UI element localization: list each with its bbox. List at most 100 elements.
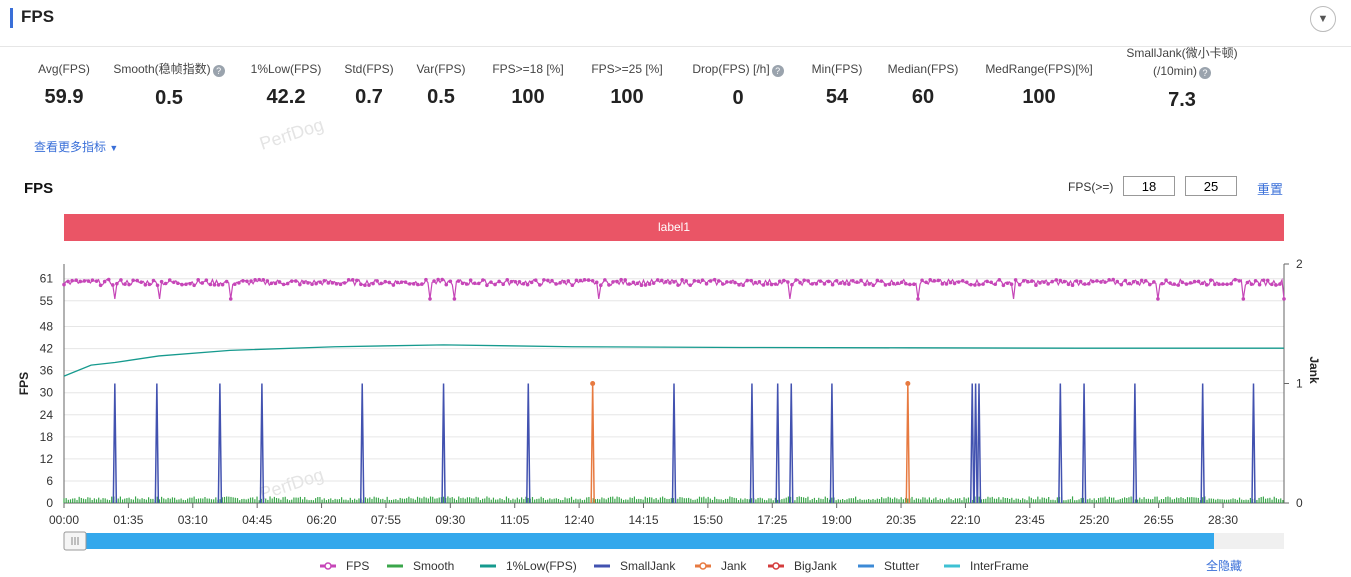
fps-point xyxy=(1196,279,1201,284)
chevron-down-icon: ▼ xyxy=(1317,13,1329,25)
legend-item[interactable]: Stutter xyxy=(858,559,919,573)
fps-point xyxy=(172,280,176,285)
metric-label: Min(FPS) xyxy=(811,62,863,76)
fps-point xyxy=(241,279,245,283)
fps-point xyxy=(379,281,384,286)
fps-point xyxy=(521,282,526,286)
x-tick-label: 20:35 xyxy=(886,513,916,527)
metric-label: Median(FPS) xyxy=(887,62,959,76)
fps-point xyxy=(452,297,457,301)
series-line-1pct-low xyxy=(63,344,1284,377)
fps-point xyxy=(1050,279,1054,284)
fps-point xyxy=(879,279,884,283)
fps-point xyxy=(680,278,684,282)
metric-value: 0.7 xyxy=(355,86,383,108)
x-tick-label: 11:05 xyxy=(500,513,529,527)
smalljank-spike xyxy=(671,383,677,504)
fps-point xyxy=(188,281,192,286)
fps-point xyxy=(318,280,323,284)
fps-point xyxy=(838,281,843,285)
label-bar[interactable]: label1 xyxy=(64,214,1284,241)
fps-point xyxy=(712,277,717,282)
fps-point xyxy=(867,282,871,286)
x-tick-label: 09:30 xyxy=(435,513,465,527)
y-tick-label: 55 xyxy=(40,294,54,308)
fps-threshold-input-2[interactable] xyxy=(1185,176,1237,196)
fps-point xyxy=(916,297,920,301)
fps-point xyxy=(611,280,615,284)
metric-value: 42.2 xyxy=(266,86,306,108)
fps-point xyxy=(407,282,412,286)
fps-point xyxy=(1204,283,1209,287)
fps-point xyxy=(655,278,660,282)
x-tick-label: 12:40 xyxy=(564,513,594,527)
x-tick-label: 03:10 xyxy=(178,513,208,527)
fps-point xyxy=(375,279,379,283)
fps-point xyxy=(700,278,705,282)
fps-point xyxy=(871,283,876,288)
legend-item[interactable]: InterFrame xyxy=(944,559,1029,573)
fps-point xyxy=(769,282,774,287)
fps-point xyxy=(1066,282,1071,287)
fps-point xyxy=(684,279,688,283)
fps-point xyxy=(330,281,335,285)
legend-item[interactable]: Jank xyxy=(695,559,747,573)
fps-threshold-label: FPS(>=) xyxy=(1068,180,1114,194)
legend-label: Stutter xyxy=(884,559,919,573)
fps-point xyxy=(525,282,530,287)
legend-item[interactable]: BigJank xyxy=(768,559,838,573)
fps-point xyxy=(562,279,566,284)
legend-label: Jank xyxy=(721,559,747,573)
smalljank-spike xyxy=(359,383,365,504)
scrollbar-range xyxy=(64,533,1214,549)
y-right-axis-title: Jank xyxy=(1307,356,1321,384)
reset-button[interactable]: 重置 xyxy=(1257,182,1284,197)
fps-point xyxy=(944,282,949,286)
fps-point xyxy=(1013,278,1018,282)
fps-point xyxy=(761,283,766,287)
legend-item[interactable]: 1%Low(FPS) xyxy=(480,559,577,573)
time-scrollbar[interactable] xyxy=(63,531,1284,551)
fps-point xyxy=(782,278,786,283)
legend-item[interactable]: SmallJank xyxy=(594,559,676,573)
view-more-metrics-link[interactable]: 查看更多指标 ▼ xyxy=(34,140,119,154)
collapse-button[interactable]: ▼ xyxy=(1310,6,1336,32)
fps-point xyxy=(899,280,904,285)
fps-point xyxy=(1233,277,1237,282)
hide-all-legend-button[interactable]: 全隐藏 xyxy=(1206,558,1242,573)
legend-item[interactable]: Smooth xyxy=(387,559,454,573)
fps-point xyxy=(517,279,522,284)
help-icon[interactable]: ? xyxy=(212,65,225,77)
fps-point xyxy=(908,282,912,287)
legend-marker xyxy=(772,562,780,570)
fps-point xyxy=(261,278,266,282)
fps-point xyxy=(639,283,644,288)
fps-point xyxy=(334,282,339,286)
fps-point xyxy=(643,283,648,287)
fps-point xyxy=(989,280,993,285)
legend-item[interactable]: FPS xyxy=(320,559,369,573)
help-icon[interactable]: ? xyxy=(1199,67,1211,79)
metric-label: FPS>=25 [%] xyxy=(591,62,663,76)
fps-point xyxy=(582,278,587,282)
fps-point xyxy=(477,281,481,286)
metrics-row: Avg(FPS) 59.9 Smooth(稳帧指数)? 0.5 1%Low(FP… xyxy=(0,46,1351,142)
fps-point xyxy=(647,282,652,286)
metric-value: 54 xyxy=(825,86,849,108)
metric-1pct-low: 1%Low(FPS) 42.2 xyxy=(248,62,324,109)
metric-label: SmallJank(微小卡顿) xyxy=(1126,46,1238,60)
metric-value: 0.5 xyxy=(427,86,455,108)
fps-point xyxy=(228,297,233,301)
fps-point xyxy=(78,279,83,284)
fps-point xyxy=(1038,281,1042,285)
fps-point xyxy=(298,282,302,287)
fps-point xyxy=(326,281,331,285)
help-icon[interactable]: ? xyxy=(771,65,784,77)
fps-point xyxy=(1034,283,1038,288)
fps-threshold-input-1[interactable] xyxy=(1123,176,1175,196)
fps-point xyxy=(176,281,180,286)
y-tick-label: 48 xyxy=(40,320,54,334)
fps-point xyxy=(1082,282,1087,286)
fps-point xyxy=(753,280,758,285)
